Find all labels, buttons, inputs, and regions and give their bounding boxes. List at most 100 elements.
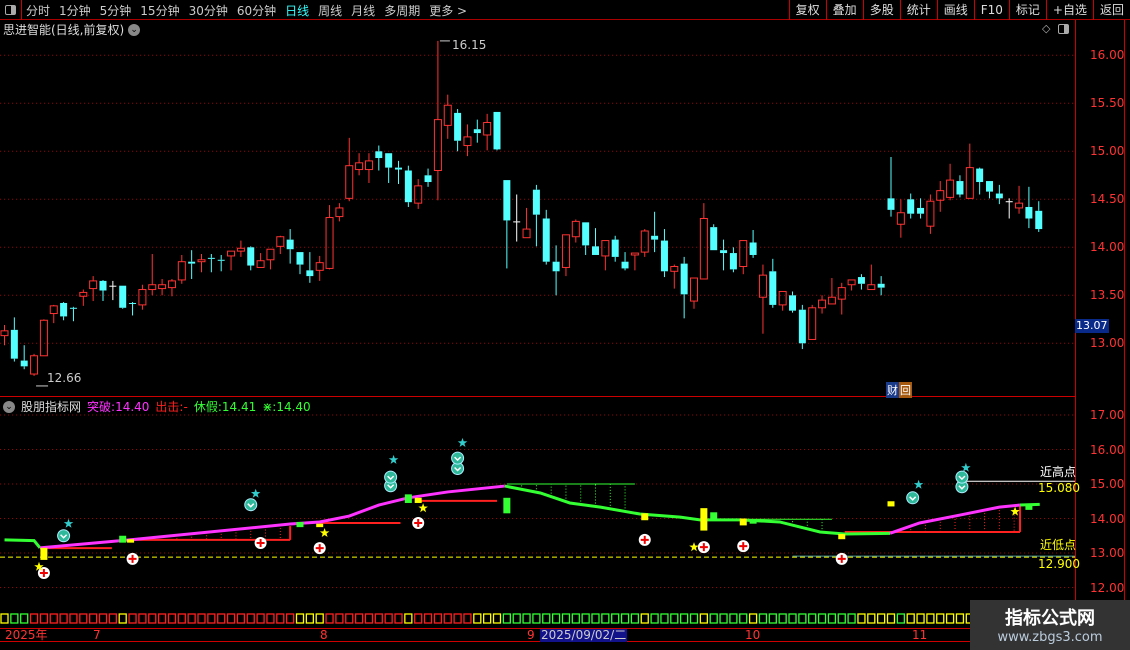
period-tab[interactable]: 周线 [318,4,343,18]
candle-body-down [720,250,728,254]
period-tab[interactable]: 月线 [351,4,376,18]
price-tick: 15.50 [1090,96,1125,111]
bar-state-box [847,613,856,624]
period-tab[interactable]: 日线 [285,4,310,18]
candle-body-up [266,248,275,261]
candle-body-down [119,285,127,308]
candle-body-down [749,242,757,255]
candle-body-down [513,221,521,223]
toolbar-button[interactable]: +自选 [1045,0,1093,20]
candle-body-up [896,212,905,225]
trend-line-magenta [889,503,1021,535]
event-badge[interactable]: 财回 [886,382,912,398]
date-label: 2025年 [5,628,48,642]
candle-body-up [837,287,846,300]
cyan-star-icon [457,437,468,447]
bar-state-box [423,613,433,624]
candle-body-down [877,283,885,288]
bar-state-box [601,613,610,624]
bar-state-box [729,613,738,624]
bar-state-box [492,613,502,624]
toolbar-button[interactable]: F10 [973,0,1009,20]
bar-state-box [896,613,905,624]
near-high-label: 近高点 [1040,465,1077,479]
candle-body-up [758,274,767,298]
bar-state-box [522,613,531,624]
price-tick: 13.50 [1090,288,1125,303]
toolbar-button[interactable]: 画线 [936,0,974,20]
coin-chevron-icon [454,456,462,462]
bar-state-box [364,613,374,624]
candle-body-down [887,198,895,210]
candle-body-down [857,277,865,284]
indicator-value: 休假:14.41 [194,398,256,415]
period-tab[interactable]: 更多 > [429,4,468,18]
bar-state-box [345,613,354,624]
bar-state-box [502,613,512,624]
candle-body-down [129,302,137,304]
indicator-value: ⋇:14.40 [262,400,310,414]
near-low-value: 12.900 [1038,557,1080,571]
candle-body-up [325,217,334,269]
coin-chevron-icon [387,475,395,481]
candle-body-down [188,261,196,264]
bar-state-box [581,613,590,624]
candle-body-up [827,296,836,305]
candle-body-down [769,271,777,305]
period-tab[interactable]: 30分钟 [188,4,228,18]
signal-bar-green [749,520,757,524]
bar-state-box [69,613,78,624]
chevron-down-icon[interactable]: ⌄ [128,23,141,36]
candle-body-up [30,355,39,375]
period-tab[interactable]: 1分钟 [59,4,91,18]
bar-state-box [650,613,659,624]
plus-icon [699,543,708,552]
bar-state-box [108,613,117,624]
bar-state-box [680,613,689,624]
watermark-url: www.zbgs3.com [997,630,1103,645]
toolbar-button[interactable]: 多股 [862,0,900,20]
toolbar-button[interactable]: 复权 [788,0,826,20]
bar-state-box [837,613,846,624]
bar-state-box [670,613,679,624]
toolbar-button[interactable]: 返回 [1092,0,1130,20]
period-tab[interactable]: 分时 [26,4,51,18]
coin-chevron-icon [387,484,395,489]
bar-state-box [20,613,29,624]
main-chart-header: 思进智能(日线,前复权) ⌄ [3,21,141,38]
diamond-icon[interactable]: ◇ [1042,22,1051,35]
bar-state-box [867,613,876,624]
bar-state-box [936,613,945,624]
candle-body-down [611,239,619,257]
indicator-value-label: 出击: [155,400,184,414]
chevron-down-icon[interactable]: ⌄ [3,400,15,413]
toolbar-button[interactable]: 统计 [899,0,937,20]
candle-body-up [571,220,580,238]
signal-bar-green [404,494,412,503]
period-tab[interactable]: 60分钟 [236,4,277,18]
toolbar-button[interactable]: 标记 [1008,0,1046,20]
bar-state-box [138,613,147,624]
candle-body-down [424,175,432,183]
bar-state-box [305,613,315,624]
yellow-star-icon [418,503,428,513]
toolbar-button[interactable]: 叠加 [825,0,863,20]
signal-bar-yellow [739,518,747,526]
period-tab[interactable]: 15分钟 [140,4,180,18]
bar-state-box [817,613,827,624]
panel-toggle-icon[interactable] [1058,24,1069,34]
bar-state-box [748,613,758,624]
bar-state-box [217,613,226,624]
candle-body-down [729,253,737,270]
period-tab[interactable]: 5分钟 [99,4,132,18]
indicator-value-number: 14.40 [276,399,311,414]
period-tab[interactable]: 多周期 [384,4,421,18]
signal-bar-green [1025,504,1033,510]
candle-body-down [99,280,107,291]
layout-toggle-button[interactable] [0,0,22,20]
candle-body-up [630,252,639,256]
candle-body-down [20,360,28,367]
bar-state-box [699,613,708,624]
signal-bar-yellow [887,501,895,507]
